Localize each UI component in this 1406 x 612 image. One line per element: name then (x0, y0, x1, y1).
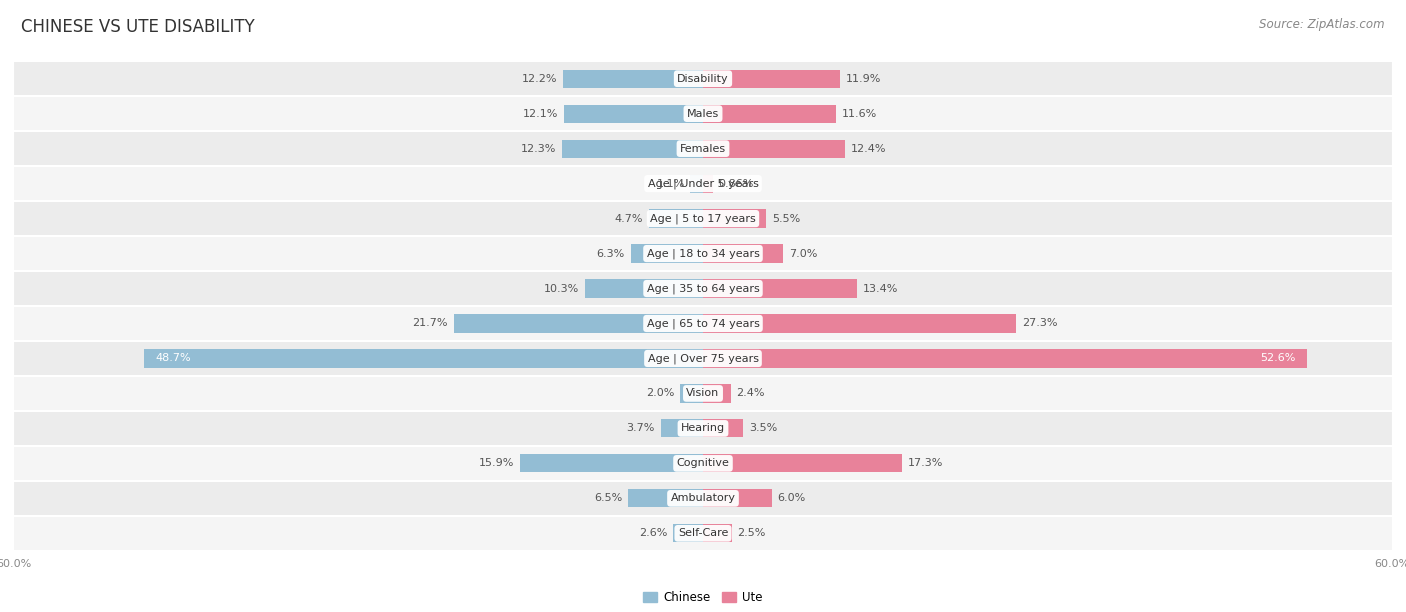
Bar (585, 280, 703, 297)
Text: 48.7%: 48.7% (155, 354, 191, 364)
Bar (650, 209, 703, 228)
Text: Age | 35 to 64 years: Age | 35 to 64 years (647, 283, 759, 294)
Text: Self-Care: Self-Care (678, 528, 728, 539)
Text: 27.3%: 27.3% (1022, 318, 1057, 329)
Text: Males: Males (688, 109, 718, 119)
FancyBboxPatch shape (14, 131, 1392, 166)
FancyBboxPatch shape (14, 306, 1392, 341)
Bar (703, 244, 783, 263)
Bar (703, 524, 731, 542)
Text: 4.7%: 4.7% (614, 214, 644, 223)
Bar (703, 489, 772, 507)
Text: 12.3%: 12.3% (520, 144, 555, 154)
Text: Vision: Vision (686, 389, 720, 398)
Text: CHINESE VS UTE DISABILITY: CHINESE VS UTE DISABILITY (21, 18, 254, 36)
Bar (703, 315, 1017, 332)
Text: 0.86%: 0.86% (718, 179, 754, 188)
Bar (564, 105, 703, 123)
Text: 7.0%: 7.0% (789, 248, 817, 258)
Text: 21.7%: 21.7% (412, 318, 449, 329)
FancyBboxPatch shape (14, 201, 1392, 236)
Text: 5.5%: 5.5% (772, 214, 800, 223)
Text: Disability: Disability (678, 73, 728, 84)
Bar (661, 419, 703, 438)
FancyBboxPatch shape (14, 481, 1392, 516)
Bar (703, 280, 856, 297)
FancyBboxPatch shape (14, 166, 1392, 201)
Bar (681, 384, 703, 403)
Bar (703, 70, 839, 88)
Text: 2.4%: 2.4% (737, 389, 765, 398)
FancyBboxPatch shape (14, 96, 1392, 131)
FancyBboxPatch shape (14, 271, 1392, 306)
Text: 1.1%: 1.1% (657, 179, 685, 188)
Text: Ambulatory: Ambulatory (671, 493, 735, 503)
Bar (562, 70, 703, 88)
Text: Source: ZipAtlas.com: Source: ZipAtlas.com (1260, 18, 1385, 31)
Bar (703, 419, 744, 438)
Text: 17.3%: 17.3% (907, 458, 943, 468)
Bar (703, 349, 1308, 368)
Legend: Chinese, Ute: Chinese, Ute (638, 586, 768, 608)
Text: 11.6%: 11.6% (842, 109, 877, 119)
Bar (703, 174, 713, 193)
Text: 3.7%: 3.7% (627, 424, 655, 433)
Bar (703, 384, 731, 403)
Text: 2.6%: 2.6% (640, 528, 668, 539)
Text: Age | Over 75 years: Age | Over 75 years (648, 353, 758, 364)
Text: 12.4%: 12.4% (851, 144, 887, 154)
Text: 6.0%: 6.0% (778, 493, 806, 503)
FancyBboxPatch shape (14, 516, 1392, 551)
Text: 6.5%: 6.5% (595, 493, 623, 503)
FancyBboxPatch shape (14, 446, 1392, 481)
Text: 2.5%: 2.5% (738, 528, 766, 539)
Bar (631, 244, 703, 263)
Text: 15.9%: 15.9% (479, 458, 515, 468)
Text: Cognitive: Cognitive (676, 458, 730, 468)
Text: Age | 18 to 34 years: Age | 18 to 34 years (647, 248, 759, 259)
Text: Age | Under 5 years: Age | Under 5 years (648, 178, 758, 189)
Text: 11.9%: 11.9% (845, 73, 880, 84)
Text: Females: Females (681, 144, 725, 154)
FancyBboxPatch shape (14, 376, 1392, 411)
Text: 12.2%: 12.2% (522, 73, 557, 84)
Bar (562, 140, 703, 158)
Text: 10.3%: 10.3% (544, 283, 579, 294)
Text: 6.3%: 6.3% (596, 248, 624, 258)
Bar (690, 174, 703, 193)
Text: 52.6%: 52.6% (1260, 354, 1295, 364)
Bar (703, 105, 837, 123)
Text: 2.0%: 2.0% (645, 389, 675, 398)
Bar (520, 454, 703, 472)
Bar (143, 349, 703, 368)
Bar (454, 315, 703, 332)
Text: 13.4%: 13.4% (863, 283, 898, 294)
Text: Age | 5 to 17 years: Age | 5 to 17 years (650, 214, 756, 224)
Text: 3.5%: 3.5% (749, 424, 778, 433)
Bar (703, 454, 901, 472)
FancyBboxPatch shape (14, 236, 1392, 271)
Bar (628, 489, 703, 507)
FancyBboxPatch shape (14, 61, 1392, 96)
Text: Hearing: Hearing (681, 424, 725, 433)
Bar (673, 524, 703, 542)
Bar (703, 140, 845, 158)
Text: 12.1%: 12.1% (523, 109, 558, 119)
FancyBboxPatch shape (14, 411, 1392, 446)
FancyBboxPatch shape (14, 341, 1392, 376)
Text: Age | 65 to 74 years: Age | 65 to 74 years (647, 318, 759, 329)
Bar (703, 209, 766, 228)
